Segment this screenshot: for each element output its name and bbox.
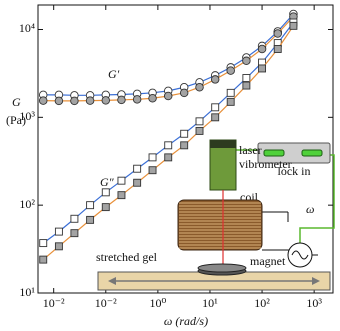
marker: [117, 95, 126, 105]
x-tick-label: 10³: [306, 296, 322, 310]
marker: [273, 29, 282, 38]
apparatus: lock in laser vibrometer ω coil stretche…: [96, 139, 335, 291]
laser-cap: [210, 140, 236, 148]
marker: [148, 93, 157, 103]
marker: [195, 117, 204, 126]
y-tick-label: 10⁴: [19, 21, 35, 35]
laser-label: laser: [239, 143, 262, 157]
marker: [85, 96, 95, 105]
marker: [101, 96, 111, 105]
gel-label: stretched gel: [96, 250, 158, 264]
lock-in-box: [257, 142, 331, 164]
marker: [86, 215, 95, 224]
marker: [289, 21, 298, 30]
display: [263, 149, 285, 157]
y-tick-label: 10³: [19, 109, 35, 123]
magnet-label: magnet: [250, 254, 286, 268]
marker: [179, 88, 189, 98]
marker: [242, 81, 251, 90]
marker: [101, 188, 110, 197]
x-label: ω (rad/s): [164, 314, 208, 328]
marker: [180, 129, 189, 138]
marker: [133, 178, 142, 187]
marker: [54, 242, 63, 251]
marker: [70, 214, 79, 223]
marker: [148, 166, 157, 175]
marker: [258, 64, 267, 73]
marker: [39, 255, 48, 264]
marker: [257, 44, 267, 54]
y-label: G: [12, 95, 21, 109]
source-label: ω: [306, 202, 314, 216]
coil: [177, 199, 263, 251]
marker: [101, 203, 110, 212]
marker: [226, 88, 235, 97]
annotation: G′: [108, 67, 120, 81]
x-tick-label: 10⁰: [149, 296, 166, 310]
marker: [164, 153, 173, 162]
marker: [54, 227, 63, 236]
marker: [242, 74, 251, 82]
marker: [70, 229, 79, 238]
marker: [164, 141, 173, 150]
marker: [195, 126, 204, 135]
marker: [180, 141, 189, 150]
series-line: [43, 13, 294, 96]
marker: [163, 91, 173, 101]
x-tick-label: 10⁻²: [95, 296, 117, 310]
x-tick-label: 10¹: [202, 296, 218, 310]
marker: [38, 96, 48, 105]
marker: [132, 95, 142, 104]
marker: [195, 82, 204, 92]
marker: [211, 113, 220, 122]
display: [301, 149, 323, 157]
y-tick-label: 10¹: [19, 285, 35, 299]
x-tick-label: 10⁻²: [43, 296, 65, 310]
marker: [54, 96, 64, 106]
marker: [210, 75, 220, 84]
y-label-unit: (Pa): [6, 113, 26, 127]
lock-in-label: lock in: [278, 164, 311, 178]
sine: [291, 250, 309, 260]
marker: [86, 201, 95, 210]
marker: [39, 239, 48, 248]
wire: [299, 154, 335, 243]
marker: [211, 103, 220, 112]
marker: [148, 153, 157, 162]
marker: [117, 191, 126, 200]
magnet-top: [197, 263, 247, 273]
marker: [133, 164, 142, 173]
marker: [226, 97, 235, 106]
marker: [242, 56, 251, 66]
marker: [273, 45, 282, 53]
x-tick-label: 10²: [254, 296, 270, 310]
marker: [70, 96, 79, 106]
marker: [226, 66, 235, 75]
marker: [117, 176, 126, 185]
y-tick-label: 10²: [19, 197, 35, 211]
laser-label: vibrometer: [239, 157, 292, 171]
plot-area: 10⁻² 10⁻² 10⁰ 10¹ 10² 10³ 10¹ 10² 10³ 10⁴: [19, 5, 333, 310]
annotation: G″: [100, 175, 115, 189]
plot-frame: [37, 4, 334, 294]
